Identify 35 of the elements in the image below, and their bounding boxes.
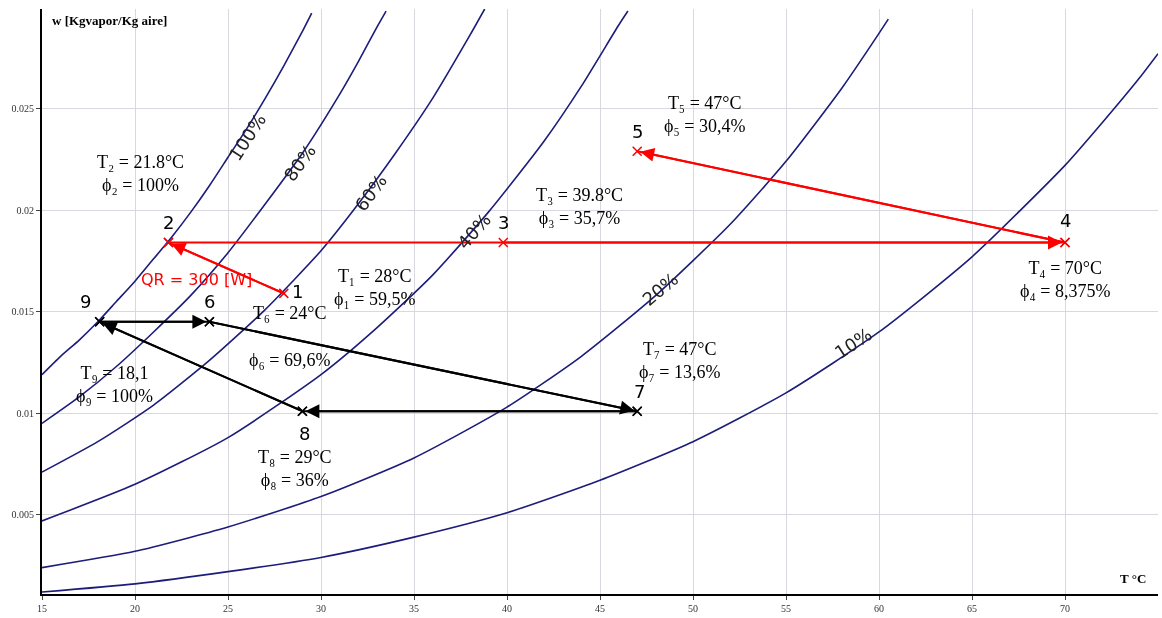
x-tick-label: 65: [967, 603, 977, 614]
annotation: 9: [80, 291, 92, 312]
y-tick-label: 0.005: [11, 509, 34, 521]
text: 10%: [830, 323, 876, 364]
annotation: 7: [634, 381, 646, 402]
y-tick-label: 0.01: [16, 407, 34, 419]
x-tick-label: 45: [595, 603, 605, 614]
annotation: T₈ = 29°C ϕ₈ = 36%: [258, 447, 332, 491]
y-tick-label: 0.025: [11, 103, 34, 115]
annotation: T₃ = 39.8°C ϕ₃ = 35,7%: [536, 185, 624, 229]
x-tick-label: 20: [130, 603, 140, 614]
x-axis-title: T °C: [1120, 571, 1147, 586]
x-tick-label: 40: [502, 603, 512, 614]
x-tick-label: 25: [223, 603, 233, 614]
y-tick-label: 0.015: [11, 306, 34, 318]
x-tick-label: 35: [409, 603, 419, 614]
annotation: 6: [204, 291, 216, 312]
y-axis-title: w [Kgvapor/Kg aire]: [52, 13, 168, 28]
annotation: 1: [292, 281, 304, 302]
y-tick-label: 0.02: [16, 204, 34, 216]
annotation: T₅ = 47°C ϕ₅ = 30,4%: [664, 93, 746, 137]
annotation: T₄ = 70°C ϕ₄ = 8,375%: [1020, 258, 1111, 302]
annotation: 3: [498, 212, 510, 233]
annotation: 2: [163, 212, 175, 233]
x-tick-label: 55: [781, 603, 791, 614]
x-tick-label: 30: [316, 603, 326, 614]
annotation: 5: [632, 121, 644, 142]
annotation: T₇ = 47°C ϕ₇ = 13,6%: [639, 339, 721, 383]
annotation: T₂ = 21.8°C ϕ₂ = 100%: [97, 152, 185, 196]
x-tick-label: 60: [874, 603, 884, 614]
annotation: 8: [299, 423, 311, 444]
x-tick-label: 50: [688, 603, 698, 614]
annotation: 4: [1060, 210, 1072, 231]
x-tick-label: 70: [1060, 603, 1070, 614]
x-tick-label: 15: [37, 603, 47, 614]
